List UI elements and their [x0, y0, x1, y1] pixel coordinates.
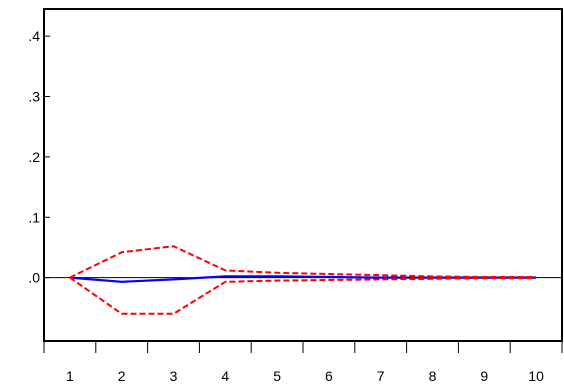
y-tick-label: .2 — [28, 149, 40, 165]
y-tick-label: .1 — [28, 209, 40, 225]
x-tick-label: 7 — [377, 368, 385, 384]
series-line-upper-band — [69, 245, 537, 279]
x-tick-label: 9 — [480, 368, 488, 384]
x-tick-label: 3 — [170, 368, 178, 384]
x-tick-label: 10 — [528, 368, 544, 384]
x-tick-label: 2 — [118, 368, 126, 384]
y-tick-label: .3 — [28, 89, 40, 105]
x-tick-label: 6 — [325, 368, 333, 384]
series-line-lower-band — [69, 276, 537, 315]
x-tick-label: 4 — [221, 368, 229, 384]
x-tick-label: 8 — [429, 368, 437, 384]
y-tick-label: .0 — [28, 270, 40, 286]
y-tick-label: .4 — [28, 28, 40, 44]
x-tick-label: 1 — [66, 368, 74, 384]
x-tick-label: 5 — [273, 368, 281, 384]
plot-frame — [43, 8, 563, 342]
